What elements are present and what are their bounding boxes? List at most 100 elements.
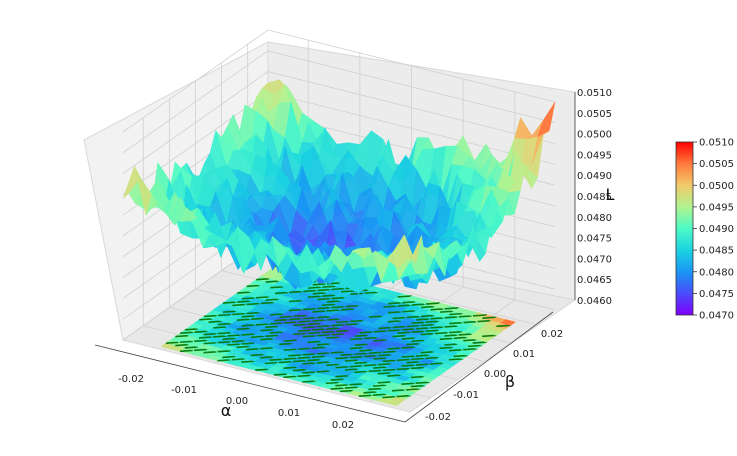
contour-line: [467, 344, 483, 348]
contour-line: [330, 351, 346, 354]
contour-line: [312, 282, 328, 286]
contour-line: [260, 337, 275, 341]
contour-line: [236, 327, 252, 331]
contour-line: [420, 332, 436, 336]
contour-line: [269, 322, 285, 325]
contour-line: [364, 336, 379, 340]
contour-line: [217, 349, 232, 353]
contour-line: [284, 321, 299, 324]
contour-line: [289, 290, 304, 294]
contour-line: [236, 345, 251, 349]
contour-line: [444, 343, 459, 346]
contour-line: [326, 309, 341, 312]
contour-line: [260, 328, 275, 332]
contour-line: [326, 300, 342, 303]
contour-line: [316, 333, 332, 337]
contour-line: [331, 296, 346, 300]
contour-line: [406, 360, 421, 364]
contour-line: [387, 319, 403, 323]
contour-line: [241, 342, 256, 345]
contour-line: [369, 315, 384, 318]
contour-line: [368, 387, 383, 391]
z-tick-label: 0.0510: [577, 88, 612, 99]
contour-line: [335, 356, 350, 360]
contour-line: [335, 374, 350, 378]
contour-line: [179, 340, 195, 344]
contour-line: [415, 363, 431, 366]
contour-line: [288, 317, 304, 321]
y-tick-label: -0.01: [453, 390, 479, 401]
contour-line: [401, 337, 417, 340]
contour-line: [269, 331, 285, 334]
contour-line: [283, 339, 299, 342]
contour-line: [298, 320, 313, 323]
colorbar-tick-label: 0.0500: [699, 181, 734, 192]
contour-line: [358, 394, 374, 397]
contour-line: [364, 291, 379, 295]
contour-line: [198, 336, 214, 339]
contour-line: [363, 363, 379, 367]
contour-line: [293, 359, 308, 363]
z-tick-label: 0.0470: [577, 254, 612, 265]
contour-line: [283, 357, 298, 360]
x-axis-label: α: [221, 401, 232, 420]
contour-line: [255, 295, 271, 299]
contour-line: [401, 346, 417, 349]
contour-line: [194, 330, 209, 334]
contour-line: [354, 343, 369, 346]
contour-line: [340, 308, 356, 311]
z-tick-label: 0.0495: [577, 150, 612, 161]
contour-line: [444, 307, 459, 310]
contour-line: [378, 353, 393, 357]
contour-line: [383, 305, 398, 308]
y-axis-line: [404, 311, 554, 423]
contour-line: [317, 297, 332, 301]
x-tick-label: 0.01: [278, 408, 300, 419]
contour-line: [373, 357, 388, 360]
contour-line: [331, 305, 346, 309]
contour-line: [345, 304, 360, 308]
contour-line: [335, 365, 350, 369]
contour-line: [377, 380, 393, 384]
contour-line: [372, 393, 388, 396]
contour-line: [439, 337, 454, 341]
contour-line: [415, 354, 431, 357]
contour-line: [302, 316, 318, 320]
contour-line: [382, 368, 397, 372]
contour-line: [350, 292, 365, 296]
loss-surface: [122, 79, 556, 296]
x-tick-label: -0.01: [171, 385, 197, 396]
contour-line: [482, 316, 497, 320]
contour-line: [416, 318, 431, 321]
contour-line: [241, 360, 256, 363]
contour-line: [283, 348, 299, 351]
contour-line: [203, 350, 218, 354]
contour-line: [382, 359, 398, 363]
contour-line: [217, 358, 232, 362]
contour-line: [402, 300, 417, 304]
contour-line: [265, 334, 280, 338]
contour-line: [415, 381, 430, 384]
contour-line: [430, 307, 445, 311]
contour-line: [260, 346, 275, 350]
colorbar-tick-label: 0.0485: [699, 246, 734, 257]
contour-line: [302, 380, 317, 383]
contour-line: [401, 364, 416, 367]
contour-line: [330, 378, 345, 381]
x-tick-label: 0.02: [332, 420, 354, 431]
contour-line: [246, 302, 261, 306]
contour-line: [458, 333, 473, 336]
contour-line: [349, 355, 365, 359]
contour-line: [359, 349, 374, 352]
contour-line: [430, 326, 445, 329]
contour-line: [302, 371, 317, 374]
contour-line: [410, 384, 426, 388]
contour-line: [260, 301, 275, 305]
contour-line: [312, 310, 327, 313]
contour-line: [307, 358, 322, 362]
contour-line: [345, 322, 360, 326]
colorbar-tick-label: 0.0495: [699, 202, 734, 213]
contour-line: [293, 314, 308, 318]
contour-line: [312, 319, 327, 322]
contour-line: [232, 312, 247, 316]
